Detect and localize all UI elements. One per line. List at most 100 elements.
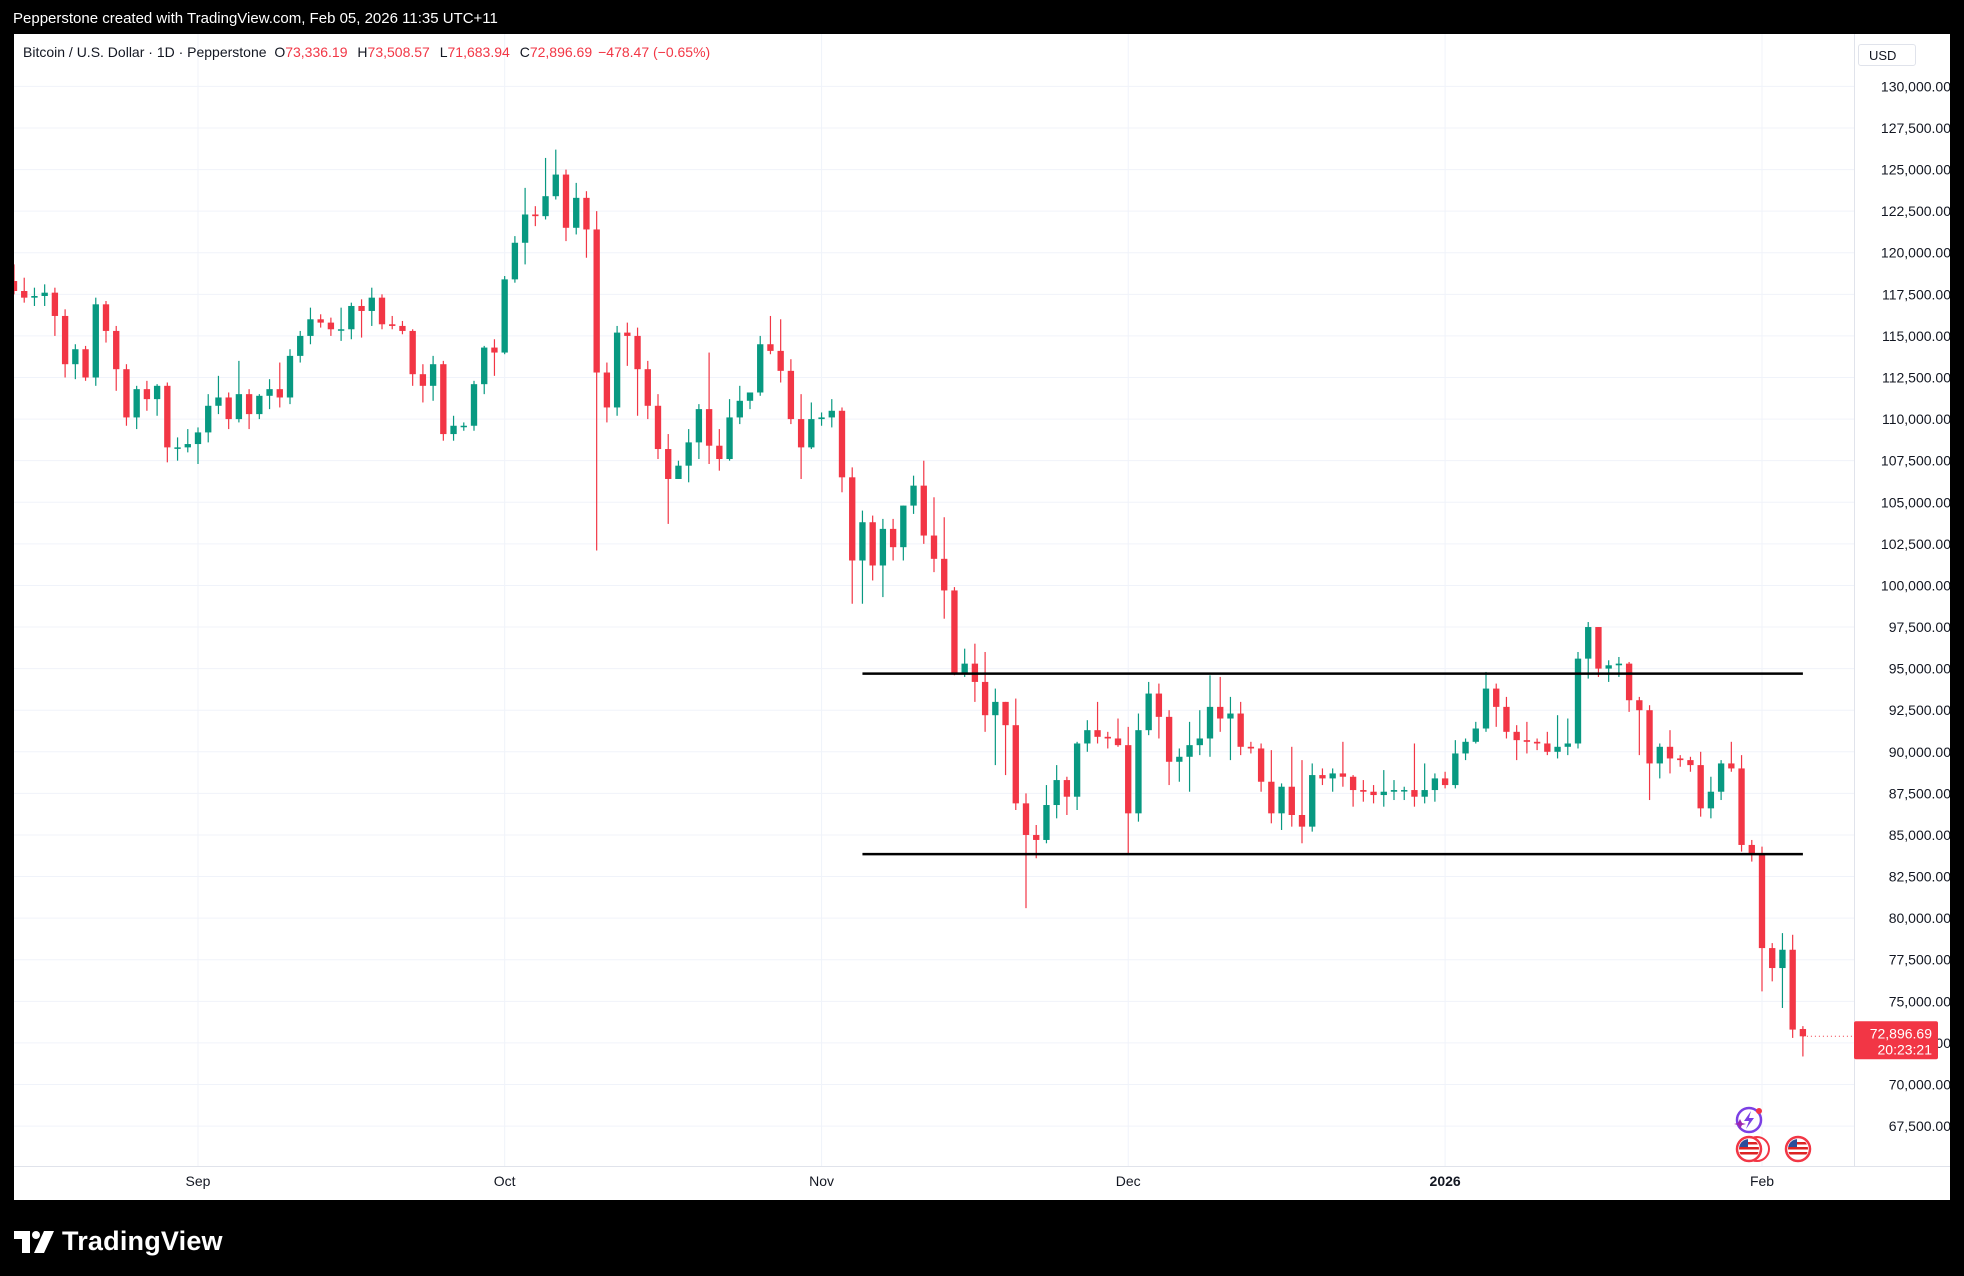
y-tick-label: 117,500.00 (1882, 286, 1950, 302)
y-tick-label: 87,500.00 (1889, 785, 1950, 801)
chart-panel[interactable]: 130,000.00 127,500.00 125,000.00 122,500.00… (14, 34, 1950, 1200)
candle-body (215, 397, 222, 406)
candle-body (910, 485, 917, 506)
y-tick-label: 100,000.00 (1881, 577, 1950, 593)
candle-body (961, 663, 968, 674)
candle-body (941, 558, 948, 591)
candle-body (879, 528, 887, 566)
candle-body (920, 485, 927, 536)
grid (14, 34, 1950, 1167)
candle-body (838, 410, 846, 478)
change-value: −478.47 (−0.65%) (598, 44, 711, 60)
y-tick-label: 80,000.00 (1889, 910, 1950, 926)
candle-body (716, 445, 723, 460)
candle-body (613, 332, 621, 408)
x-tick-label: Nov (809, 1173, 834, 1189)
lightning-event-icon[interactable] (1732, 1103, 1766, 1137)
candle-body (736, 400, 743, 418)
candle-body (348, 305, 355, 330)
candle-body (245, 394, 253, 415)
y-tick-label: 82,500.00 (1889, 869, 1950, 885)
candle-body (797, 419, 805, 448)
us-flag-icon[interactable] (1783, 1134, 1813, 1164)
candle-body (665, 449, 672, 479)
candle-body (746, 392, 754, 401)
candle-body (951, 590, 958, 674)
candle-body (1401, 790, 1408, 792)
tradingview-wordmark: TradingView (62, 1226, 223, 1256)
candle-body (440, 364, 447, 435)
candle-body (705, 409, 713, 446)
candle-body (256, 395, 263, 415)
candle-body (1585, 627, 1592, 659)
candle-body (194, 432, 202, 445)
x-tick-label: 2026 (1430, 1173, 1461, 1189)
candle-body (1063, 780, 1071, 797)
candle-body (1043, 805, 1050, 840)
candle-body (317, 319, 324, 323)
candle-body (1472, 728, 1479, 742)
candle-body (1380, 791, 1387, 796)
candle-body (685, 442, 692, 466)
candle-body (1360, 790, 1367, 792)
candle-body (1339, 773, 1347, 777)
candle-body (102, 304, 110, 331)
candle-body (1217, 706, 1224, 719)
chart-credit: Pepperstone created with TradingView.com… (13, 10, 498, 27)
candle-body (542, 196, 549, 217)
symbol-label[interactable]: Bitcoin / U.S. Dollar · 1D · Pepperstone (23, 44, 267, 60)
candle-body (82, 349, 89, 378)
candle-body (225, 397, 232, 420)
candle-body (1697, 765, 1704, 809)
price-axis: 130,000.00 127,500.00 125,000.00 122,500.00… (1802, 78, 1950, 1134)
candle-body (470, 384, 478, 426)
candle-body (1390, 790, 1398, 792)
candle-body (409, 330, 416, 375)
candle-body (654, 405, 662, 450)
candle-body (1544, 743, 1551, 752)
candle-body (1125, 745, 1132, 814)
candle-body (14, 281, 18, 292)
candle-body (419, 374, 427, 386)
candle-body (1441, 778, 1449, 786)
candle-body (501, 279, 508, 353)
candle-body (1646, 710, 1653, 764)
y-tick-label: 85,000.00 (1889, 827, 1950, 843)
candle-body (1288, 786, 1295, 816)
us-flag-icon[interactable] (1734, 1134, 1774, 1164)
candle-body (532, 214, 539, 217)
high-value: 73,508.57 (367, 44, 430, 60)
candle-body (1666, 746, 1674, 759)
candle-body (1625, 663, 1633, 701)
candle-body (266, 389, 273, 396)
candlestick-chart[interactable]: 130,000.00 127,500.00 125,000.00 122,500.00… (14, 34, 1950, 1200)
candle-body (1002, 701, 1009, 726)
candle-body (930, 535, 938, 559)
candle-body (1677, 758, 1684, 761)
candle-body (358, 305, 365, 311)
candle-body (153, 385, 161, 400)
candle-body (777, 350, 784, 371)
candle-body (981, 681, 989, 716)
candle-body (1196, 738, 1203, 746)
candle-body (92, 304, 99, 378)
candle-body (297, 335, 304, 356)
x-tick-label: Sep (186, 1173, 211, 1189)
candle-body (276, 389, 283, 398)
y-tick-label: 67,500.00 (1889, 1118, 1950, 1134)
tradingview-logo[interactable]: TradingView (14, 1226, 223, 1257)
candle-body (327, 322, 335, 330)
candle-body (460, 425, 467, 428)
candle-body (767, 344, 774, 351)
candle-body (818, 417, 825, 420)
y-tick-label: 105,000.00 (1881, 494, 1950, 510)
candle-body (1656, 746, 1663, 764)
candle-body (900, 505, 907, 548)
candle-body (1237, 713, 1244, 747)
currency-selector[interactable]: USD (1858, 44, 1916, 66)
candle-body (889, 528, 897, 548)
y-tick-label: 115,000.00 (1882, 328, 1950, 344)
candle-body (1636, 700, 1643, 711)
candle-body (61, 315, 69, 365)
candle-body (307, 319, 314, 336)
